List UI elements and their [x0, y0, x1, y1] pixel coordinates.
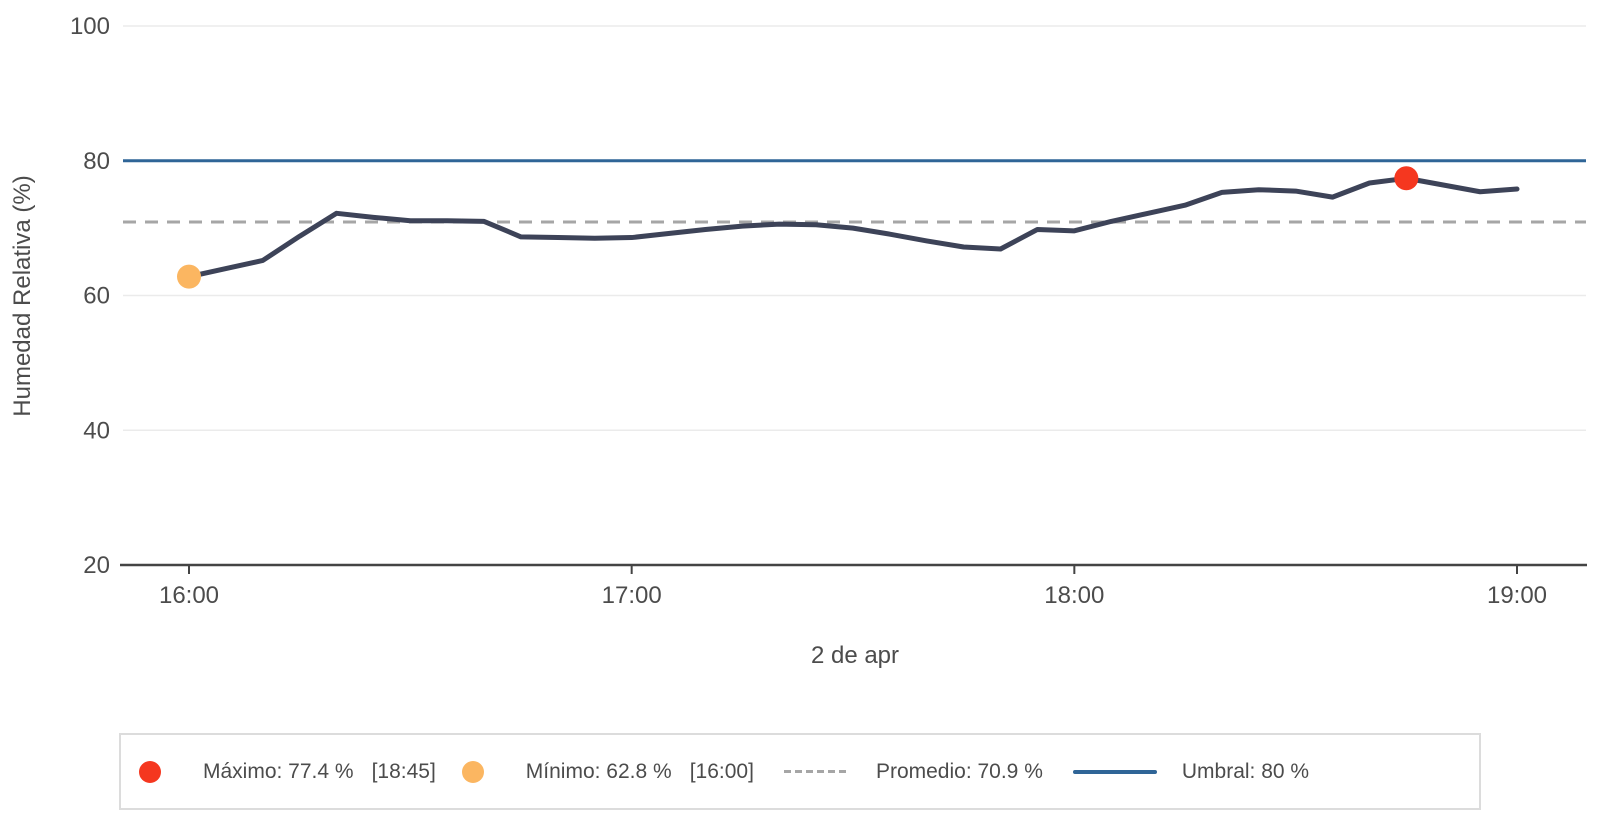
legend-item-maximum[interactable]: Máximo: 77.4 % [18:45] [139, 760, 436, 784]
min-dot-icon [461, 760, 484, 783]
min-marker [177, 264, 201, 289]
y-tick-label: 20 [83, 552, 110, 579]
y-tick-label: 80 [83, 148, 110, 175]
y-tick-label: 100 [70, 13, 110, 40]
legend-item-average[interactable]: Promedio: 70.9 % [783, 759, 1043, 784]
legend-item-threshold[interactable]: Umbral: 80 % [1072, 759, 1310, 784]
y-tick-label: 40 [83, 417, 110, 444]
y-tick-label: 60 [83, 283, 110, 310]
max-dot-icon [139, 760, 161, 783]
humidity-series-line [186, 175, 1520, 280]
x-tick-label: 16:00 [159, 582, 219, 609]
x-axis-title: 2 de apr [811, 642, 899, 669]
plot-area[interactable]: 20 40 60 80 100 16:00 17:00 18:00 19:00 2 de apr H… [0, 0, 1601, 700]
legend-label-average: Promedio: 70.9 % [875, 759, 1043, 783]
x-tick-label: 19:00 [1487, 582, 1547, 609]
solid-line-icon [1072, 769, 1157, 774]
x-tick-label: 18:00 [1044, 582, 1104, 609]
legend-time-minimum: [16:00] [689, 759, 754, 783]
dashed-line-icon [783, 770, 848, 773]
legend-label-threshold: Umbral: 80 % [1181, 759, 1310, 783]
x-tick-label: 17:00 [602, 582, 662, 609]
max-marker [1394, 166, 1419, 191]
legend-item-minimum[interactable]: Mínimo: 62.8 % [16:00] [461, 759, 754, 784]
legend-label-minimum: Mínimo: 62.8 % [525, 759, 672, 783]
legend-label-maximum: Máximo: 77.4 % [203, 759, 354, 783]
legend: Máximo: 77.4 % [18:45] Mínimo: 62.8 % [1… [119, 733, 1481, 810]
legend-time-maximum: [18:45] [371, 759, 436, 783]
y-axis-title: Humedad Relativa (%) [9, 175, 36, 416]
